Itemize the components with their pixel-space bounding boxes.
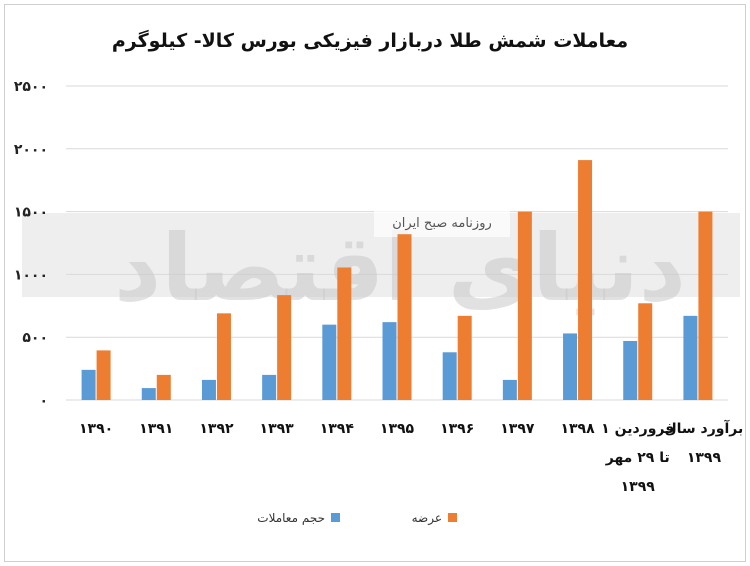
bar-supply [698,211,713,400]
bar-volume [262,374,277,400]
bar-volume [683,315,698,400]
y-tick-label: ۲۵۰۰ [14,79,48,95]
bar-supply [578,160,593,400]
x-category-label: ۱۳۹۳ [260,421,295,437]
x-category-label: ۱۳۹۹ [621,479,656,495]
x-axis-categories: ۱۳۹۰ ۱۳۹۱ ۱۳۹۲ ۱۳۹۳ ۱۳۹۴ ۱۳۹۵ ۱۳۹۶ ۱۳۹۷ ۱۳۹۸ ۱ فر… [79,419,743,495]
x-category-label: ۱ فروردین [601,421,674,437]
legend-swatch [331,513,340,522]
bar-volume [382,322,397,400]
bar-volume [81,369,96,400]
bar-supply [457,315,472,400]
legend-label: عرضه [412,511,442,526]
grid-lines [66,85,728,401]
y-tick-label: ۱۰۰۰ [14,267,48,283]
bar-volume [201,379,216,400]
bar-supply [397,234,412,400]
bar-supply [96,350,111,400]
x-category-label: ۱۳۹۰ [79,421,113,437]
bar-supply [277,295,292,400]
x-category-label: ۱۳۹۵ [380,421,415,437]
x-category-label: ۱۳۹۲ [199,421,234,437]
x-category-label: برآورد سال [665,419,744,437]
bars [81,160,713,400]
bar-supply [337,267,352,400]
legend-label: حجم معاملات [257,511,325,525]
legend-swatch [448,513,457,522]
x-category-label: ۱۳۹۶ [440,421,474,437]
y-tick-label: ۲۰۰۰ [14,142,48,158]
bar-supply [638,303,653,400]
bar-volume [563,333,578,400]
x-category-label: ۱۳۹۹ [687,450,722,466]
y-tick-label: ۱۵۰۰ [14,205,48,221]
watermark: دنیای اقتصاد روزنامه صبح ایران [22,207,740,322]
x-category-label: تا ۲۹ مهر [605,450,670,466]
y-axis-ticks: ۰ ۵۰۰ ۱۰۰۰ ۱۵۰۰ ۲۰۰۰ ۲۵۰۰ [14,79,48,409]
x-category-label: ۱۳۹۴ [320,421,355,437]
bar-volume [502,379,517,400]
x-category-label: ۱۳۹۷ [500,421,535,437]
chart-title: معاملات شمش طلا دربازار فیزیکی بورس کالا… [112,29,628,52]
legend: حجم معاملات عرضه [257,511,457,526]
bar-volume [141,388,156,400]
chart-frame [4,4,746,562]
bar-supply [517,211,532,400]
watermark-sub-text: روزنامه صبح ایران [392,216,492,231]
watermark-sub-box [374,207,510,237]
bar-volume [322,324,337,400]
bar-volume [623,340,638,400]
y-tick-label: ۵۰۰ [22,330,48,346]
x-category-label: ۱۳۹۱ [139,421,173,437]
x-category-label: ۱۳۹۸ [560,421,595,437]
bar-supply [156,374,171,400]
bar-volume [442,352,457,400]
bar-supply [216,313,231,400]
y-tick-label: ۰ [39,393,48,409]
